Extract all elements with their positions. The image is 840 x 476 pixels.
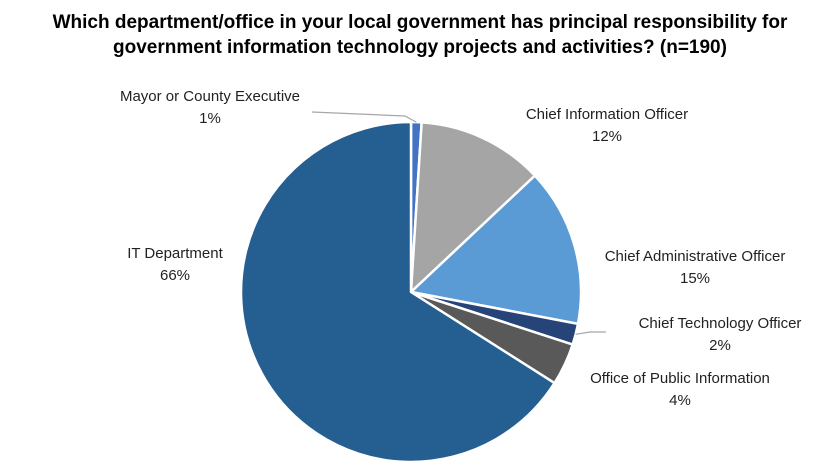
chart-title-line-1: Which department/office in your local go… xyxy=(52,12,788,33)
slice-label-mayor: Mayor or County Executive 1% xyxy=(95,86,325,130)
slice-name-it: IT Department xyxy=(127,245,223,262)
slice-label-cao: Chief Administrative Officer 15% xyxy=(575,246,815,290)
slice-pct-opi: 4% xyxy=(669,392,691,409)
slice-label-cio: Chief Information Officer 12% xyxy=(492,104,722,148)
slice-name-cio: Chief Information Officer xyxy=(525,106,689,123)
slice-label-cto: Chief Technology Officer 2% xyxy=(610,313,830,357)
slice-name-mayor: Mayor or County Executive xyxy=(119,88,301,105)
slice-pct-mayor: 1% xyxy=(199,110,221,127)
pie-slice-cao xyxy=(409,174,583,326)
slice-name-cto: Chief Technology Officer xyxy=(638,315,802,332)
pie-slice-it xyxy=(239,120,556,464)
slice-pct-cio: 12% xyxy=(591,128,623,145)
slice-pct-cao: 15% xyxy=(679,270,711,287)
slice-pct-cto: 2% xyxy=(709,337,731,354)
pie-slices xyxy=(239,120,583,464)
slice-pct-it: 66% xyxy=(159,267,191,284)
leader-lines xyxy=(311,111,606,335)
leader-line-mayor xyxy=(311,111,417,123)
slice-name-cao: Chief Administrative Officer xyxy=(604,248,786,265)
chart-title: Which department/office in your local go… xyxy=(0,10,840,60)
slice-label-opi: Office of Public Information 4% xyxy=(560,368,800,412)
leader-line-cto xyxy=(575,331,606,335)
chart-title-line-2: government information technology projec… xyxy=(113,37,727,58)
slice-label-it: IT Department 66% xyxy=(95,243,255,287)
slice-name-opi: Office of Public Information xyxy=(590,370,770,387)
pie-slice-cio xyxy=(409,121,537,294)
